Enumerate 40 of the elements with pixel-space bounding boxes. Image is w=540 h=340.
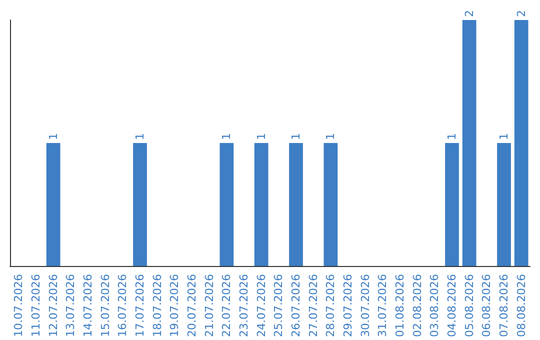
x-tick-label: 13.07.2026 xyxy=(64,274,78,338)
data-label: 1 xyxy=(498,133,510,140)
data-label: 2 xyxy=(514,10,528,17)
x-tick-label: 18.07.2026 xyxy=(150,274,164,338)
x-tick-label: 10.07.2026 xyxy=(12,274,26,338)
x-tick-label: 03.08.2026 xyxy=(428,274,442,338)
x-tick-label: 20.07.2026 xyxy=(186,274,198,338)
x-tick-label: 31.07.2026 xyxy=(376,274,390,338)
x-tick-label: 16.07.2026 xyxy=(116,274,130,338)
data-label: 1 xyxy=(254,133,268,140)
x-tick-label: 23.07.2026 xyxy=(238,274,250,338)
data-label: 2 xyxy=(462,10,476,17)
x-tick-label: 12.07.2026 xyxy=(46,274,60,338)
x-tick-label: 26.07.2026 xyxy=(290,274,302,338)
data-label: 1 xyxy=(290,133,302,140)
x-tick-label: 02.08.2026 xyxy=(410,274,424,338)
x-tick-label: 28.07.2026 xyxy=(324,274,338,338)
data-label: 1 xyxy=(220,133,234,140)
x-tick-label: 27.07.2026 xyxy=(306,274,320,338)
x-tick-label: 08.08.2026 xyxy=(514,274,528,338)
data-label: 1 xyxy=(134,133,146,140)
x-tick-label: 11.07.2026 xyxy=(30,274,42,338)
x-tick-label: 01.08.2026 xyxy=(394,274,406,338)
data-label: 1 xyxy=(324,133,338,140)
x-tick-label: 24.07.2026 xyxy=(254,274,268,338)
x-tick-label: 06.08.2026 xyxy=(480,274,494,338)
x-tick-label: 04.08.2026 xyxy=(446,274,458,338)
x-tick-label: 21.07.2026 xyxy=(202,274,216,338)
x-tick-label: 05.08.2026 xyxy=(462,274,476,338)
x-tick-label: 19.07.2026 xyxy=(168,274,182,338)
x-tick-label: 22.07.2026 xyxy=(220,274,234,338)
x-tick-label: 17.07.2026 xyxy=(134,274,146,338)
x-tick-label: 25.07.2026 xyxy=(272,274,286,338)
x-tick-label: 30.07.2026 xyxy=(358,274,372,338)
x-tick-label: 14.07.2026 xyxy=(82,274,94,338)
x-tick-label: 29.07.2026 xyxy=(342,274,354,338)
x-tick-label: 15.07.2026 xyxy=(98,274,112,338)
data-label: 1 xyxy=(46,133,60,140)
x-tick-label: 07.08.2026 xyxy=(498,274,510,338)
data-label: 1 xyxy=(446,133,458,140)
